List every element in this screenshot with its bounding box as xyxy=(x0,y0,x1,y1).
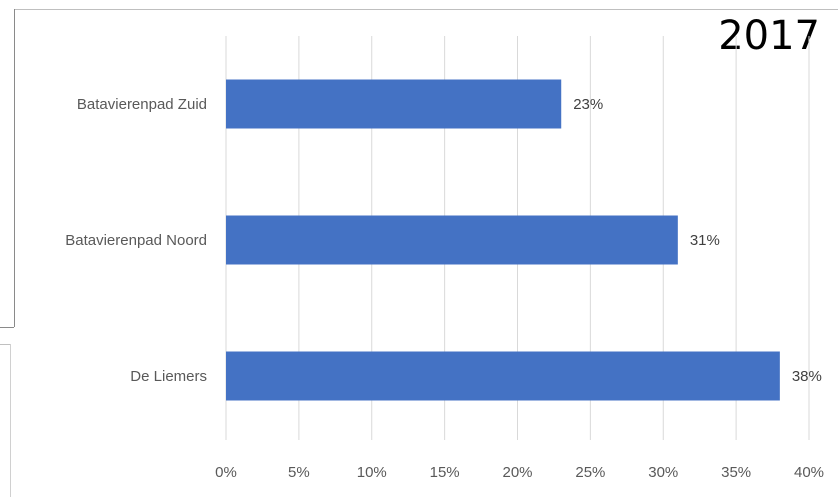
data-label-0: 23% xyxy=(573,96,603,113)
data-label-2: 38% xyxy=(792,368,822,385)
category-label-1: Batavierenpad Noord xyxy=(65,232,207,249)
x-tick-label-40: 40% xyxy=(794,464,824,481)
x-tick-label-10: 10% xyxy=(357,464,387,481)
category-label-0: Batavierenpad Zuid xyxy=(77,96,207,113)
bar-2 xyxy=(226,351,780,401)
frame-left-lower-border xyxy=(10,344,11,497)
x-tick-label-30: 30% xyxy=(648,464,678,481)
x-tick-label-15: 15% xyxy=(430,464,460,481)
frame-left-border xyxy=(14,9,15,327)
x-tick-label-25: 25% xyxy=(575,464,605,481)
frame-left-corner xyxy=(0,327,14,328)
frame-top-border xyxy=(14,9,838,10)
data-label-1: 31% xyxy=(690,232,720,249)
x-tick-label-5: 5% xyxy=(288,464,310,481)
x-tick-label-35: 35% xyxy=(721,464,751,481)
x-tick-label-20: 20% xyxy=(502,464,532,481)
category-label-2: De Liemers xyxy=(130,368,207,385)
bar-1 xyxy=(226,215,678,265)
bar-0 xyxy=(226,79,562,129)
chart-title: 2017 xyxy=(718,13,820,59)
frame-left-tick xyxy=(0,344,10,345)
x-tick-label-0: 0% xyxy=(215,464,237,481)
